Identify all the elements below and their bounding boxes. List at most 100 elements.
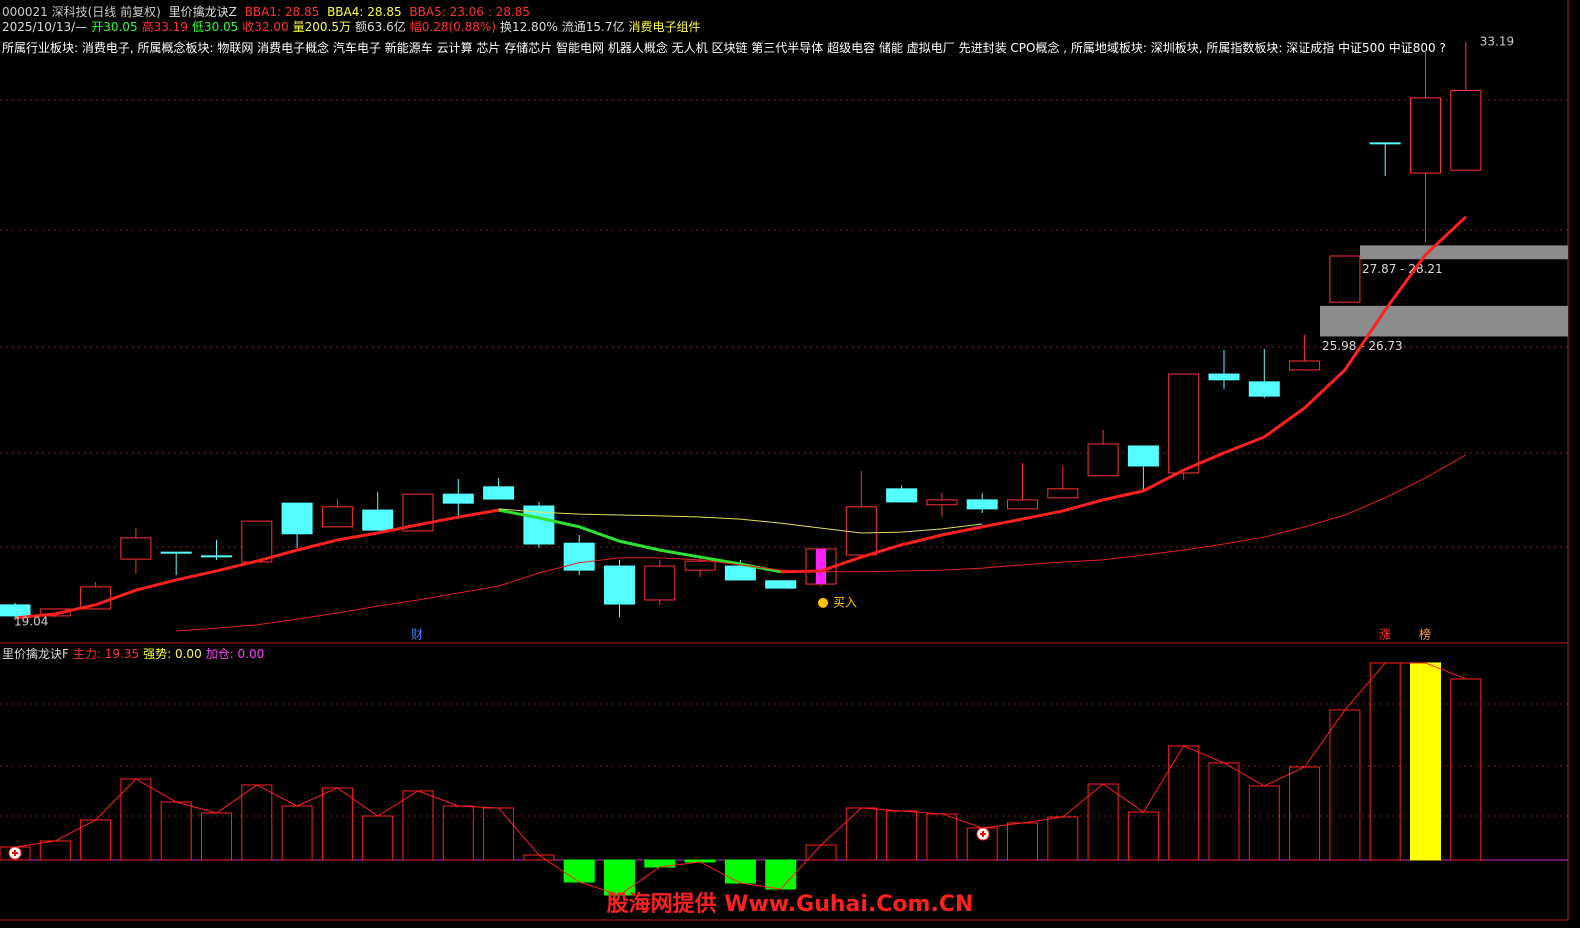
event-mark: 涨 <box>1379 627 1391 642</box>
event-mark: 榜 <box>1419 627 1431 642</box>
candle-body <box>1168 373 1200 474</box>
quote: 换12.80% <box>499 20 558 34</box>
candle-body <box>442 493 474 504</box>
bba: BBA4: 28.85 <box>327 5 402 19</box>
candle-body <box>201 555 232 558</box>
sub-header: 里价擒龙诀F 主力: 19.35 强势: 0.00 加仓: 0.00 <box>2 645 268 662</box>
candle-body <box>362 509 394 531</box>
candle-body <box>886 488 918 503</box>
bar <box>1087 783 1119 861</box>
bar <box>886 810 918 861</box>
candle-body <box>241 520 273 563</box>
candle-body <box>0 604 31 617</box>
bar <box>1450 678 1482 861</box>
watermark: 股海网提供 Www.Guhai.Com.CN <box>607 891 974 917</box>
bar <box>402 790 434 861</box>
zone <box>1320 305 1568 337</box>
candle-body <box>1047 488 1079 499</box>
bar <box>442 805 474 861</box>
candle-body <box>483 486 515 500</box>
sub-value: 主力: 19.35 <box>72 647 140 661</box>
sub-value: 加仓: 0.00 <box>205 647 265 661</box>
bar <box>1289 766 1321 861</box>
candle-body <box>1127 445 1159 467</box>
event-mark: 财 <box>411 628 423 642</box>
indicator: 里价擒龙诀Z <box>168 5 237 19</box>
bar <box>1007 822 1038 861</box>
high-label: 33.19 <box>1480 34 1514 48</box>
bba: BBA1: 28.85 <box>244 5 320 19</box>
bar <box>1410 662 1441 861</box>
sub-value: 强势: 0.00 <box>143 647 202 661</box>
bar <box>523 854 555 861</box>
candle-body <box>563 542 595 571</box>
candle-body <box>1289 360 1321 371</box>
quote: 额63.6亿 <box>355 20 406 34</box>
boards: 所属行业板块: 消费电子, 所属概念板块: 物联网 消费电子概念 汽车电子 新能… <box>2 41 1446 55</box>
candle-body <box>845 506 877 556</box>
bar <box>160 801 192 861</box>
date: 2025/10/13/— <box>2 20 88 34</box>
candle-body <box>1369 142 1401 145</box>
candle-body <box>926 499 958 506</box>
quote: 幅0.28(0.88%) <box>409 20 496 34</box>
buy-signal <box>816 548 826 585</box>
buy-label: 买入 <box>833 595 857 609</box>
quote: 量200.5万 <box>292 20 352 34</box>
bar <box>724 859 756 884</box>
line <box>176 454 1467 632</box>
bar <box>604 859 635 896</box>
candle-body <box>724 565 756 581</box>
candle-body <box>966 499 998 510</box>
sub-title: 里价擒龙诀F <box>2 647 69 661</box>
candle-body <box>281 502 313 535</box>
header-line: 000021 深科技(日线 前复权) 里价擒龙诀Z BBA1: 28.85 BB… <box>2 3 534 20</box>
quote-line: 2025/10/13/— 开30.05 高33.19 低30.05 收32.00 量200… <box>2 18 704 35</box>
quote: 消费电子组件 <box>628 20 701 34</box>
bar <box>120 778 152 861</box>
bar <box>281 805 313 861</box>
code: 000021 深科技(日线 前复权) <box>2 5 161 19</box>
plus-icon <box>12 850 18 856</box>
line <box>498 508 781 574</box>
candle-body <box>1450 90 1482 171</box>
grid <box>0 99 1568 817</box>
bar <box>1127 811 1159 861</box>
buy-icon <box>818 597 828 608</box>
candle-body <box>120 537 152 560</box>
bar <box>1369 662 1401 861</box>
zone <box>1360 245 1568 260</box>
quote: 收32.00 <box>242 20 289 34</box>
candle-body <box>1329 255 1361 303</box>
bba: BBA5: 23.06 : 28.85 <box>409 5 530 19</box>
bar <box>1329 709 1361 861</box>
quote: 开30.05 <box>91 20 138 34</box>
candle-body <box>1007 499 1038 510</box>
bar <box>563 859 595 883</box>
line <box>498 508 983 534</box>
bar <box>1208 762 1240 861</box>
bar <box>39 840 71 861</box>
zone-label: 27.87 - 28.21 <box>1362 262 1443 276</box>
quote: 低30.05 <box>191 20 239 34</box>
candle-body <box>160 551 192 554</box>
candle-body <box>1087 443 1119 477</box>
bar <box>241 784 273 861</box>
candle-body <box>1208 373 1240 381</box>
quote: 高33.19 <box>141 20 188 34</box>
candle-body <box>1248 381 1280 397</box>
plus-icon <box>980 831 986 837</box>
candle-body <box>604 565 635 605</box>
line <box>14 662 1466 896</box>
bar <box>201 812 232 861</box>
low-label: 19.04 <box>14 614 48 628</box>
bar <box>1047 816 1079 861</box>
bar <box>362 815 394 861</box>
candle-body <box>684 560 716 571</box>
bar <box>1248 785 1280 861</box>
bar <box>805 844 837 861</box>
quote: 流通15.7亿 <box>561 20 625 34</box>
candle-body <box>765 580 797 589</box>
